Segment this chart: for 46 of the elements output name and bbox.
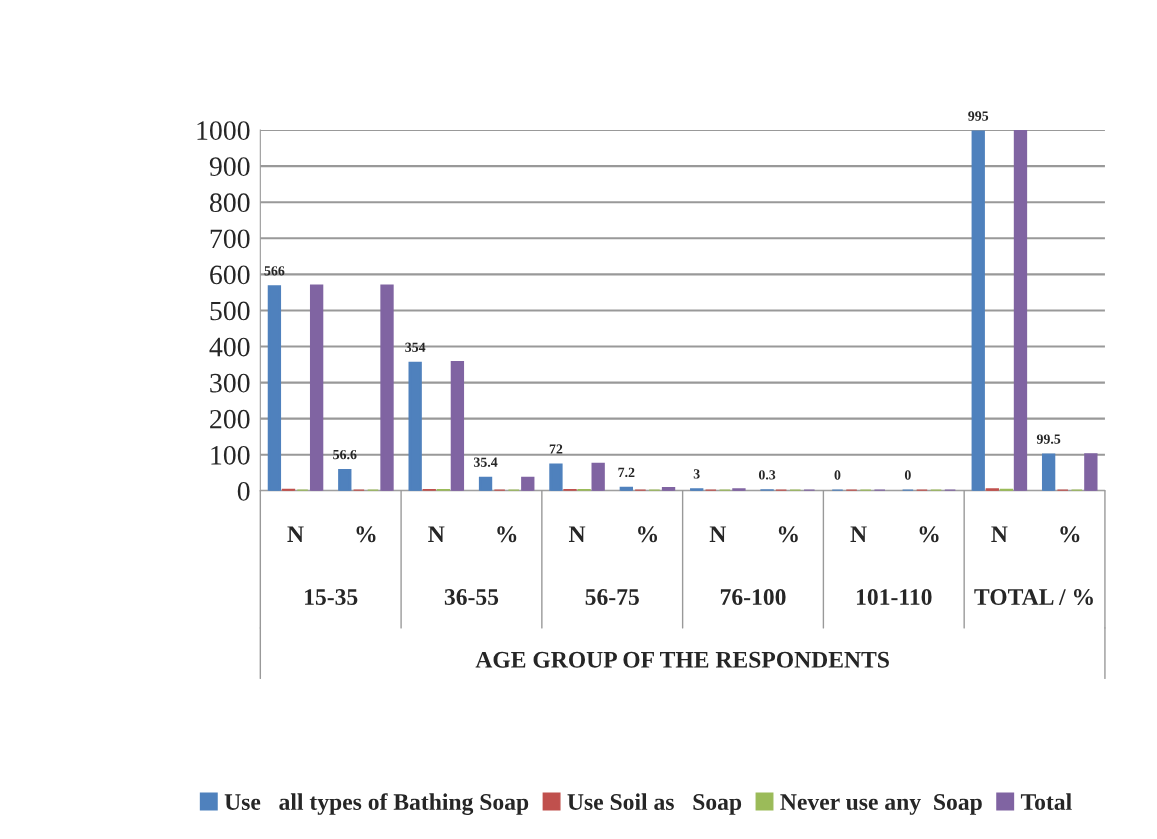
- y-tick-label: 500: [210, 301, 250, 321]
- y-tick-label: 800: [210, 193, 250, 213]
- x-tick-label: %: [919, 526, 939, 543]
- data-label: 995: [968, 111, 989, 121]
- x-tick-label: N: [568, 526, 586, 542]
- x-tick-label: N: [287, 526, 304, 542]
- text: 56-75: [585, 589, 639, 605]
- x-tick-label: N: [991, 526, 1008, 542]
- legend-label: Total: [1020, 793, 1072, 810]
- data-label: 0.3: [758, 470, 776, 480]
- text: 76-100: [720, 589, 786, 605]
- y-tick-label: 900: [209, 157, 250, 177]
- y-tick-label: 1000: [197, 121, 250, 140]
- y-tick-label: 300: [210, 373, 250, 393]
- x-tick-label: N: [709, 526, 727, 542]
- x-tick-label: %: [638, 526, 658, 543]
- legend-label: Use all types of Bathing Soap: [224, 793, 529, 815]
- x-tick-label: %: [497, 526, 517, 543]
- data-label: 3: [693, 469, 700, 479]
- text: 36-55: [444, 589, 499, 605]
- x-tick-label: %: [778, 526, 798, 543]
- data-label: 99.5: [1036, 434, 1061, 444]
- x-axis-title: AGE GROUP OF THE RESPONDENTS: [475, 651, 889, 668]
- data-label: 0: [904, 470, 911, 480]
- legend-label: Use Soil as Soap: [567, 793, 742, 815]
- x-tick-label: %: [356, 526, 376, 543]
- y-tick-label: 0: [237, 481, 250, 501]
- data-label: 0: [834, 470, 841, 480]
- data-label: 35.4: [473, 457, 498, 467]
- y-tick-label: 200: [210, 409, 250, 429]
- x-tick-label: N: [850, 526, 867, 542]
- y-tick-label: 600: [210, 265, 250, 285]
- x-tick-label: %: [1060, 526, 1080, 543]
- text: 15-35: [305, 589, 358, 605]
- data-label: 72: [549, 444, 563, 454]
- data-label: 7.2: [618, 467, 635, 478]
- legend-label: Never use any Soap: [780, 794, 982, 815]
- text: TOTAL / %: [974, 589, 1093, 606]
- x-tick-label: N: [428, 526, 445, 542]
- data-label: 566: [264, 266, 285, 276]
- data-label: 56.6: [333, 449, 357, 460]
- text: 101-110: [856, 589, 932, 605]
- y-tick-label: 700: [210, 229, 250, 249]
- y-tick-label: 400: [209, 337, 250, 357]
- data-label: 354: [405, 342, 426, 352]
- y-tick-label: 100: [211, 445, 250, 465]
